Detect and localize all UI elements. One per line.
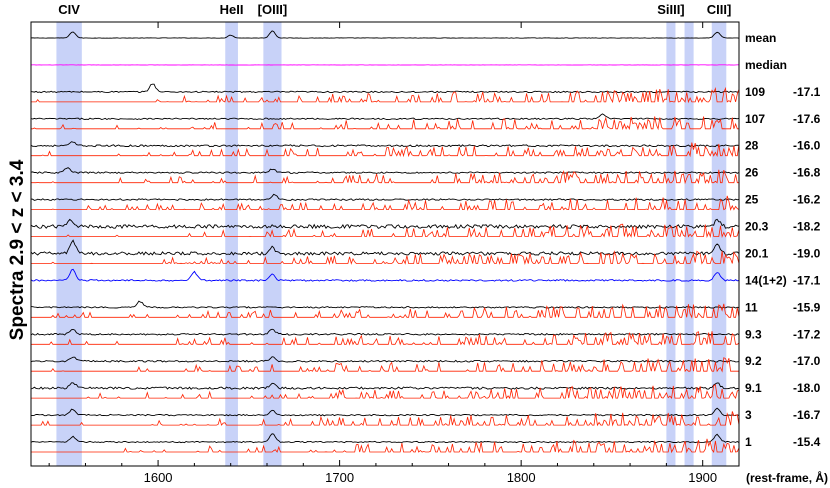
spectrum-id-label: 9.1	[745, 381, 762, 395]
spectrum-value-label: -15.9	[793, 300, 821, 314]
emission-line-label: SiIII]	[657, 2, 684, 17]
spectrum-line	[30, 328, 740, 336]
x-tick-label: 1900	[688, 470, 717, 485]
spectrum-labels: mean median 109 -17.1 107 -17.6 28 -16.0 26 -16.8…	[745, 31, 821, 449]
spectrum-line	[30, 193, 740, 201]
sky-spectrum-line	[30, 169, 739, 185]
band-2	[263, 22, 282, 466]
spectrum-line	[30, 356, 740, 363]
emission-line-label: HeII	[220, 2, 244, 17]
spectrum-value-label: -16.8	[793, 166, 821, 180]
spectrum-id-label: 25	[745, 193, 759, 207]
spectrum-id-label: 9.2	[745, 354, 762, 368]
band-3	[666, 22, 676, 466]
band-0	[56, 22, 82, 466]
spectrum-id-label: 109	[745, 85, 765, 99]
spectrum-value-label: -16.7	[793, 408, 821, 422]
emission-line-label: [OIII]	[258, 2, 288, 17]
sky-spectrum-line	[31, 195, 740, 211]
y-axis-label: Spectra 2.9 < z < 3.4	[7, 159, 28, 340]
x-axis-label: (rest-frame, Å)	[746, 470, 828, 485]
plot-frame	[30, 21, 740, 467]
spectrum-id-label: 28	[745, 139, 759, 153]
spectrum-line	[30, 83, 740, 94]
spectrum-line	[30, 167, 740, 175]
spectrum-value-label: -18.2	[793, 220, 821, 234]
emission-line-label: CIII]	[707, 2, 732, 17]
sky-spectrum-line	[30, 223, 740, 239]
sky-spectrum-line	[30, 250, 740, 266]
sky-spectrum-line	[31, 357, 739, 373]
sky-spectrum-line	[30, 303, 740, 319]
x-tick-label: 1600	[144, 470, 173, 485]
spectrum-id-label: 11	[745, 300, 758, 314]
x-tick-label: 1700	[325, 470, 354, 485]
spectrum-line	[30, 141, 740, 148]
spectrum-line	[30, 113, 740, 121]
spectrum-line	[30, 433, 740, 444]
spectrum-value-label: -15.4	[793, 435, 821, 449]
spectrum-id-label: 20.3	[745, 220, 769, 234]
x-axis-ticks: 1600 1700 1800 1900	[48, 22, 740, 485]
spectrum-line	[30, 300, 740, 309]
spectrum-id-label: 1	[745, 435, 752, 449]
sky-spectrum-line	[31, 116, 739, 131]
spectrum-line	[30, 239, 740, 256]
spectrum-id-label: 9.3	[745, 327, 762, 341]
emission-line-label: CIV	[58, 2, 80, 17]
spectrum-line	[30, 30, 740, 39]
sky-spectrum-line	[30, 411, 740, 427]
band-1	[225, 22, 238, 466]
sky-spectrum-line	[30, 86, 740, 104]
spectrum-id-label: median	[745, 58, 787, 72]
spectrum-value-label: -17.0	[793, 354, 821, 368]
spectrum-id-label: 3	[745, 408, 752, 422]
spectrum-line	[30, 218, 740, 230]
sky-spectrum-line	[31, 438, 740, 454]
spectrum-id-label: mean	[745, 31, 776, 45]
spectrum-line	[30, 382, 740, 390]
spectrum-value-label: -16.2	[793, 193, 821, 207]
spectrum-value-label: -17.1	[793, 273, 821, 287]
emission-line-bands	[56, 22, 727, 466]
spectrum-value-label: -17.2	[793, 327, 821, 341]
band-4	[684, 22, 694, 466]
spectrum-line	[30, 268, 740, 282]
spectrum-id-label: 14(1+2)	[745, 273, 787, 287]
band-5	[711, 22, 727, 466]
spectrum-value-label: -19.0	[793, 246, 821, 260]
sky-spectrum-line	[30, 331, 740, 346]
spectrum-traces	[30, 30, 740, 454]
sky-spectrum-line	[30, 384, 740, 400]
emission-line-labels: CIV HeII [OIII] SiIII] CIII]	[58, 2, 731, 17]
spectrum-id-label: 26	[745, 166, 759, 180]
spectrum-line	[30, 407, 740, 417]
spectrum-value-label: -18.0	[793, 381, 821, 395]
sky-spectrum-line	[30, 142, 740, 158]
spectrum-value-label: -17.6	[793, 112, 821, 126]
spectrum-id-label: 20.1	[745, 246, 769, 260]
spectrum-id-label: 107	[745, 112, 765, 126]
x-tick-label: 1800	[507, 470, 536, 485]
spectrum-value-label: -17.1	[793, 85, 821, 99]
spectrum-value-label: -16.0	[793, 139, 821, 153]
